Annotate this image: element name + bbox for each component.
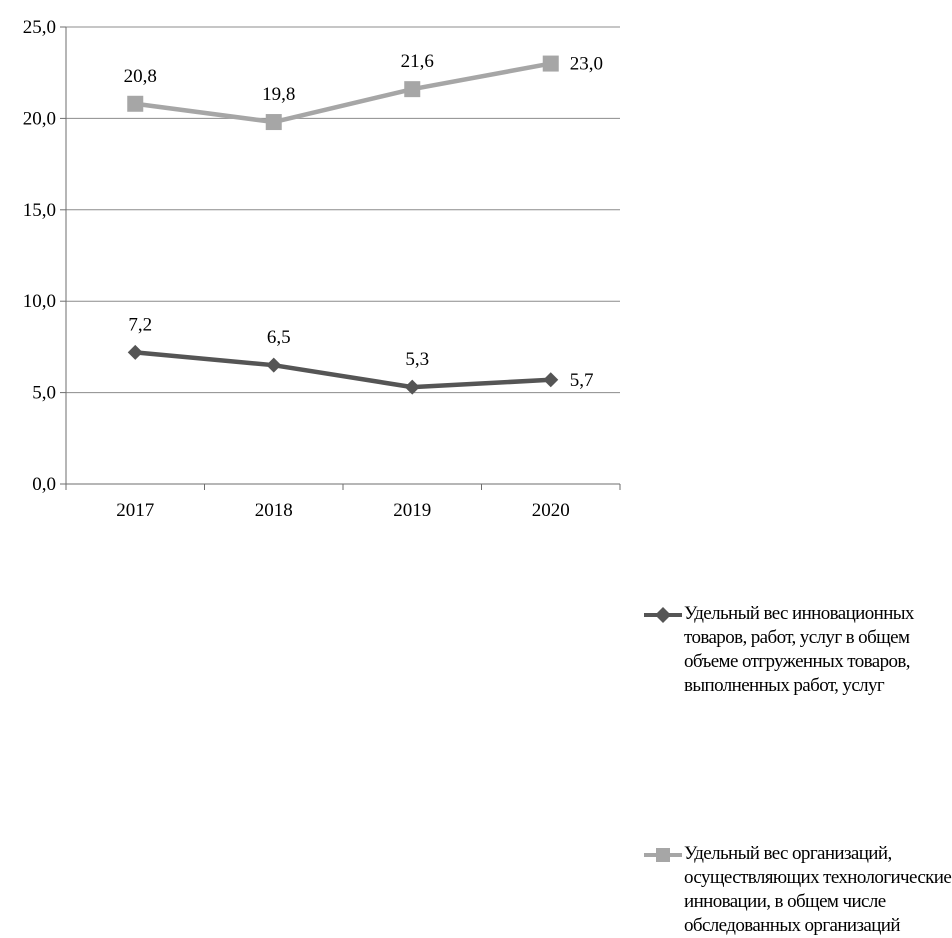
data-point-square — [127, 95, 144, 112]
series-lines — [127, 55, 559, 395]
y-tick-label: 5,0 — [32, 383, 56, 404]
x-tick-label: 2017 — [116, 500, 154, 521]
y-tick-label: 10,0 — [23, 291, 56, 312]
square-marker-icon — [656, 848, 670, 862]
line-chart: 0,0 5,0 10,0 15,0 20,0 25,0 2017 2018 2019 2020 7… — [23, 17, 621, 521]
data-point-diamond — [266, 357, 282, 373]
diamond-marker-icon — [655, 607, 671, 623]
legend-label: Удельный вес организаций, осуществляющих… — [684, 843, 952, 936]
series-line — [135, 350, 551, 390]
y-tick-label: 25,0 — [23, 17, 56, 38]
data-point-square — [404, 81, 421, 98]
data-point-diamond — [404, 379, 420, 395]
series-line — [134, 61, 552, 125]
data-label: 23,0 — [570, 54, 603, 75]
y-tick-label: 0,0 — [32, 474, 56, 495]
data-label: 7,2 — [128, 314, 152, 335]
data-point-diamond — [127, 344, 143, 360]
legend-label: Удельный вес инновационных товаров, рабо… — [684, 603, 914, 696]
x-tick-label: 2018 — [255, 500, 293, 521]
data-point-square — [542, 55, 559, 72]
x-tick-label: 2019 — [393, 500, 431, 521]
data-label: 5,7 — [570, 370, 594, 391]
data-label: 19,8 — [262, 84, 295, 105]
data-label: 21,6 — [401, 51, 434, 72]
legend-square-marker — [644, 848, 682, 862]
data-label: 5,3 — [405, 349, 429, 370]
data-label: 20,8 — [124, 66, 157, 87]
data-point-square — [265, 114, 282, 131]
data-point-diamond — [543, 372, 559, 388]
x-tick-label: 2020 — [532, 500, 570, 521]
y-tick-label: 20,0 — [23, 108, 56, 129]
y-tick-label: 15,0 — [23, 200, 56, 221]
chart-container: 0,0 5,0 10,0 15,0 20,0 25,0 2017 2018 2019 2020 7… — [23, 17, 952, 936]
data-labels: 7,2 6,5 5,3 5,7 20,8 19,8 21,6 23,0 — [124, 51, 603, 391]
legend-diamond-marker — [644, 607, 682, 623]
axes: 0,0 5,0 10,0 15,0 20,0 25,0 2017 2018 2019 2020 — [23, 17, 621, 521]
gridlines — [66, 26, 620, 394]
data-label: 6,5 — [267, 327, 291, 348]
